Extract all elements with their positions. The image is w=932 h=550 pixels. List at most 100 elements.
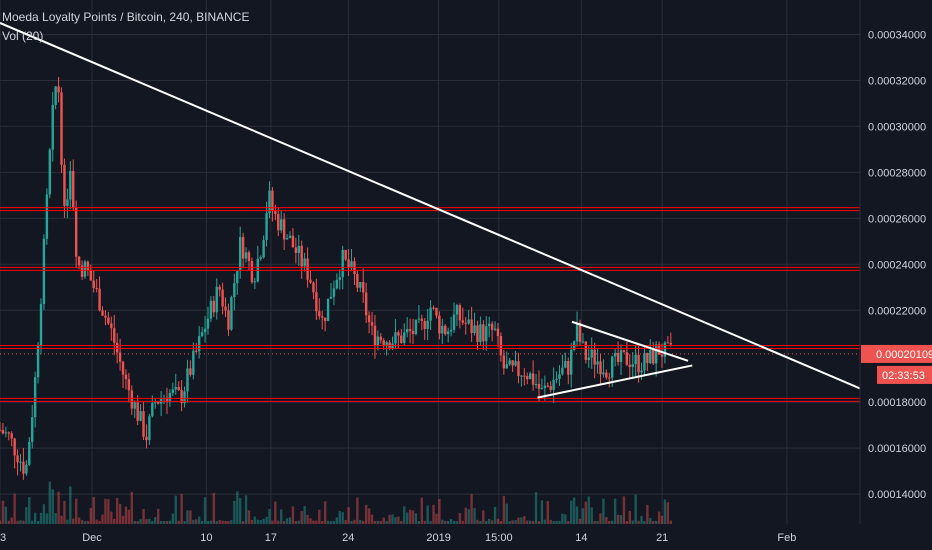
volume-bar — [154, 517, 157, 524]
candle-body — [7, 432, 10, 434]
candle-body — [643, 352, 646, 371]
volume-bar — [274, 501, 277, 524]
volume-bar — [291, 506, 295, 524]
volume-bar — [441, 519, 444, 524]
volume-bar — [282, 520, 286, 524]
volume-bar — [528, 520, 532, 524]
volume-bar — [408, 509, 412, 524]
candle-body — [63, 164, 66, 206]
candle-body — [212, 300, 216, 313]
volume-bar — [124, 506, 128, 524]
time-axis[interactable]: 23 Dec 10 17 24 2019 15:00 14 21 Feb — [0, 532, 796, 544]
candle-body — [174, 386, 177, 390]
volume-bar — [57, 491, 60, 524]
candle-body — [183, 391, 186, 404]
candle-body — [479, 324, 482, 342]
volume-bar — [625, 520, 629, 524]
candle-body — [423, 320, 426, 329]
volume-bar — [171, 513, 175, 524]
x-tick-label: 21 — [656, 532, 668, 544]
volume-bar — [148, 518, 151, 524]
volume-bar — [370, 514, 374, 524]
volume-bar — [309, 518, 312, 524]
candle-body — [13, 438, 16, 456]
volume-bar — [602, 498, 605, 524]
candle-body — [274, 210, 277, 215]
volume-bar — [72, 518, 75, 524]
candle-body — [581, 341, 585, 343]
candle-body — [145, 436, 148, 441]
volume-bar — [464, 507, 467, 524]
candle-body — [130, 390, 134, 409]
volume-bar — [142, 508, 145, 524]
volume-bar — [162, 520, 166, 524]
candle-body — [605, 372, 608, 378]
candle-body — [458, 305, 462, 321]
volume-bar — [230, 520, 233, 524]
volume-bar — [353, 519, 356, 524]
volume-bar — [499, 520, 503, 524]
candle-body — [379, 336, 383, 341]
price-axis[interactable]: 0.00034000 0.00032000 0.00030000 0.00028000… — [859, 0, 926, 524]
candle-body — [411, 330, 415, 335]
trendlines[interactable] — [0, 22, 861, 399]
volume-bar — [657, 511, 661, 524]
volume-bar — [203, 497, 207, 524]
candle-body — [534, 383, 538, 385]
candle-body — [385, 342, 388, 347]
candle-body — [564, 361, 567, 368]
candle-body — [332, 288, 336, 297]
last-price-text: 0.00020109 — [876, 349, 932, 361]
volume-bar — [382, 517, 385, 524]
volume-bar — [86, 520, 90, 524]
trendline[interactable] — [571, 320, 689, 362]
volume-bar — [490, 520, 494, 524]
candle-body — [637, 354, 640, 373]
volume-bar — [10, 517, 13, 524]
candle-body — [309, 279, 312, 283]
candle-body — [613, 353, 617, 357]
volume-bar — [429, 520, 432, 524]
trendline[interactable] — [537, 364, 693, 399]
volume-bar — [628, 510, 631, 524]
horizontal-levels[interactable] — [0, 207, 860, 402]
volume-bar — [107, 499, 110, 524]
volume-bar — [558, 520, 561, 524]
candle-body — [608, 377, 611, 379]
volume-bar — [54, 513, 57, 524]
volume-bar — [315, 520, 318, 524]
candle-body — [306, 258, 309, 280]
volume-bars — [0, 481, 672, 524]
candle-body — [590, 349, 593, 358]
volume-bar — [634, 494, 637, 524]
volume-indicator-label[interactable]: Vol (20) — [2, 29, 44, 43]
candle-body — [356, 273, 359, 288]
volume-bar — [332, 520, 336, 524]
volume-bar — [432, 504, 435, 524]
candle-body — [405, 329, 409, 333]
candle-body — [461, 320, 465, 323]
candle-body — [397, 332, 400, 336]
volume-bar — [608, 520, 611, 524]
volume-bar — [136, 520, 139, 524]
volume-bar — [619, 515, 623, 524]
candle-body — [432, 307, 435, 309]
candle-body — [291, 235, 295, 248]
volume-bar — [564, 514, 567, 524]
y-tick-label: 0.00030000 — [868, 121, 926, 133]
volume-bar — [452, 520, 456, 524]
candle-body — [66, 199, 69, 206]
candle-body — [426, 320, 429, 329]
trendline[interactable] — [0, 22, 861, 390]
volume-bar — [593, 520, 596, 524]
candle-body — [584, 341, 588, 360]
candle-body — [280, 219, 283, 231]
candle-body — [33, 377, 37, 418]
volume-bar — [405, 512, 409, 524]
candle-body — [350, 261, 353, 269]
y-tick-label: 0.00026000 — [868, 213, 926, 225]
volume-bar — [215, 520, 218, 524]
candle-body — [42, 238, 46, 304]
